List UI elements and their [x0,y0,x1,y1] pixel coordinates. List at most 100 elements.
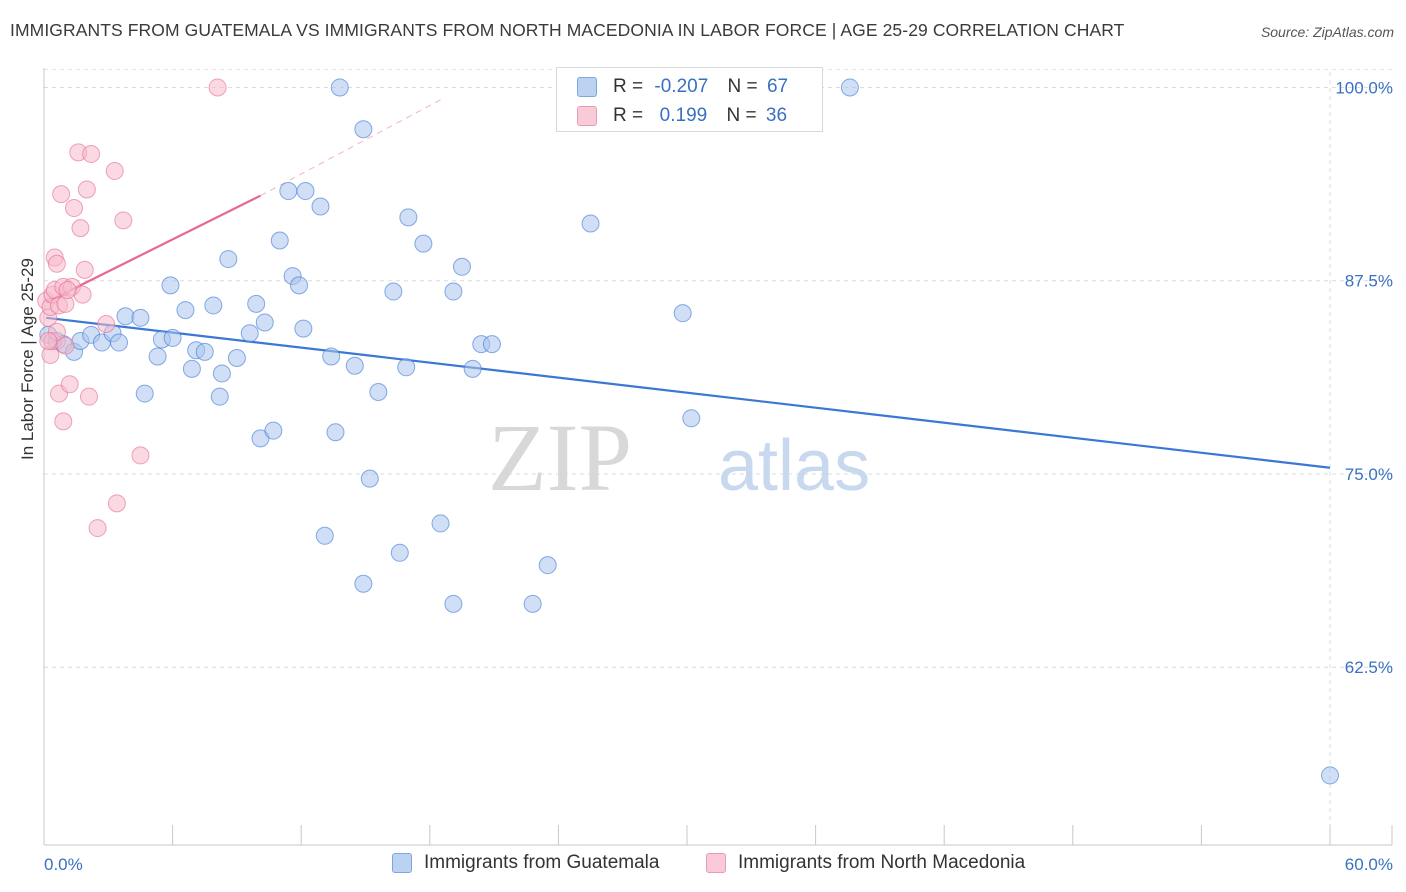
n-value-guatemala: 67 [766,76,789,97]
point-guatemala [384,282,403,301]
point-guatemala [399,208,418,227]
point-north-macedonia [97,314,116,333]
point-guatemala [369,383,388,402]
point-north-macedonia [71,219,90,238]
legend-swatch-north-macedonia [577,106,597,126]
point-north-macedonia [52,185,71,204]
legend-row-guatemala: R = -0.207 N = 67 [613,76,788,98]
bottom-legend-north-macedonia: Immigrants from North Macedonia [706,852,1025,874]
point-guatemala [176,301,195,320]
point-north-macedonia [65,199,84,218]
point-guatemala [212,364,231,383]
point-north-macedonia [77,180,96,199]
point-north-macedonia [54,412,73,431]
point-guatemala [219,250,238,269]
point-guatemala [322,347,341,366]
y-tick-label: 62.5% [1345,658,1393,677]
point-guatemala [296,182,315,201]
y-tick-label: 87.5% [1345,272,1393,291]
point-guatemala [204,296,223,315]
point-north-macedonia [80,387,99,406]
x-tick-label: 0.0% [44,855,83,874]
point-guatemala [148,347,167,366]
watermark: ZIP atlas [488,404,870,511]
trend-lines [45,99,1331,469]
r-label: R = [613,105,644,126]
point-guatemala [110,333,129,352]
point-guatemala [326,423,345,442]
grid-lines [44,68,1392,845]
bottom-legend-label-guatemala: Immigrants from Guatemala [424,852,660,873]
point-north-macedonia [75,260,94,279]
point-guatemala [116,307,135,326]
point-guatemala [581,214,600,233]
y-tick-label: 100.0% [1335,78,1393,97]
data-points [37,78,1339,785]
point-guatemala [330,78,349,97]
point-north-macedonia [39,332,58,351]
point-north-macedonia [114,211,133,230]
point-guatemala [247,294,266,313]
point-guatemala [682,409,701,428]
point-guatemala [452,257,471,276]
y-axis-label: In Labor Force | Age 25-29 [18,258,37,460]
point-guatemala [345,356,364,375]
point-guatemala [131,308,150,327]
point-guatemala [195,342,214,361]
point-guatemala [255,313,274,332]
point-north-macedonia [58,280,77,299]
point-guatemala [538,556,557,575]
point-north-macedonia [107,494,126,513]
point-north-macedonia [73,285,92,304]
watermark-zip: ZIP [488,404,632,511]
point-guatemala [182,359,201,378]
trend-line-guatemala [46,316,1331,469]
trend-line-north-macedonia [45,194,261,304]
bottom-legend-label-north-macedonia: Immigrants from North Macedonia [738,852,1026,873]
point-guatemala [431,514,450,533]
bottom-legend-swatch-guatemala [392,853,412,873]
point-guatemala [523,594,542,613]
point-guatemala [444,282,463,301]
point-north-macedonia [131,446,150,465]
source-label: Source: ZipAtlas.com [1260,24,1394,40]
bottom-legend-swatch-north-macedonia [706,853,726,873]
point-guatemala [279,182,298,201]
point-guatemala [390,543,409,562]
point-guatemala [444,594,463,613]
point-guatemala [354,120,373,139]
point-guatemala [463,359,482,378]
y-tick-label: 75.0% [1345,465,1393,484]
point-guatemala [414,234,433,253]
r-value-north-macedonia: 0.199 [654,105,708,126]
r-label: R = [613,76,644,97]
point-guatemala [311,197,330,216]
point-north-macedonia [82,144,101,163]
point-guatemala [315,526,334,545]
point-north-macedonia [208,78,227,97]
point-guatemala [264,421,283,440]
trend-extension-north-macedonia [260,99,441,197]
point-north-macedonia [47,254,66,273]
point-guatemala [270,231,289,250]
point-guatemala [135,384,154,403]
n-label: N = [727,76,758,97]
point-guatemala [673,304,692,323]
chart-title: IMMIGRANTS FROM GUATEMALA VS IMMIGRANTS … [10,20,1125,40]
tick-labels: 62.5% 75.0% 87.5% 100.0% 0.0% 60.0% [44,78,1393,874]
point-guatemala [163,328,182,347]
r-value-guatemala: -0.207 [654,76,709,97]
point-guatemala [294,319,313,338]
point-guatemala [240,324,259,343]
point-guatemala [161,276,180,295]
point-north-macedonia [60,375,79,394]
watermark-atlas: atlas [718,426,870,506]
correlation-legend: R = -0.207 N = 67 R = 0.199 N = 36 [556,67,823,132]
legend-row-north-macedonia: R = 0.199 N = 36 [613,105,787,127]
n-label: N = [726,105,757,126]
point-guatemala [397,358,416,377]
axes [43,68,1393,846]
n-value-north-macedonia: 36 [765,105,788,126]
x-tick-label: 60.0% [1345,855,1393,874]
